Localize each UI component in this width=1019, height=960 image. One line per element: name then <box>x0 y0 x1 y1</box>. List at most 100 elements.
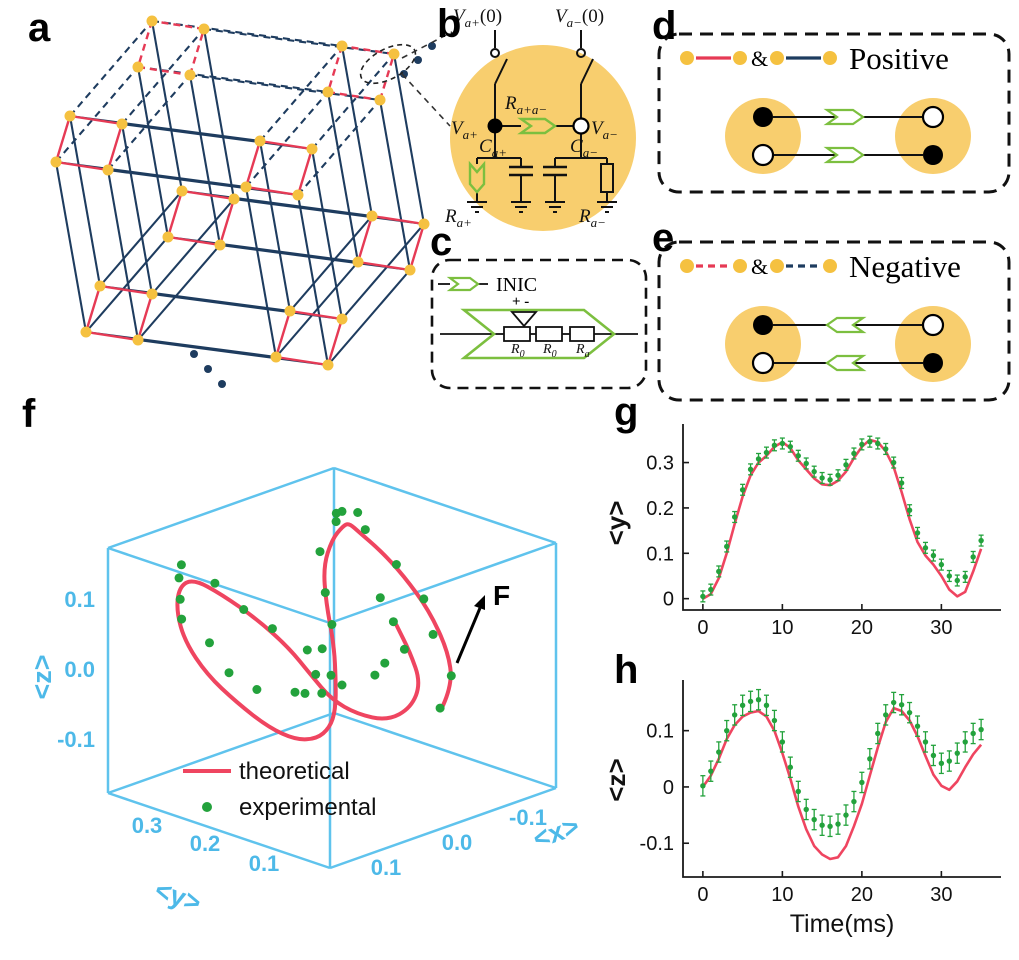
positive-coupling-panel: & Positive <box>657 32 1011 194</box>
svg-text:0: 0 <box>663 777 674 799</box>
svg-text:0: 0 <box>697 617 708 639</box>
inic-resistor-icon <box>468 160 486 194</box>
axes: 0 10 20 30 0 0.1 0.2 0.3 <box>646 424 1001 639</box>
legend: theoretical experimental <box>183 758 376 821</box>
inic-large-icon <box>460 308 617 360</box>
spin-dot-filled <box>753 107 773 127</box>
panel-label-e: e <box>652 216 675 260</box>
force-arrow <box>455 607 482 664</box>
resistor-ra-box <box>569 326 595 342</box>
label-v-aplus: Va+ <box>451 118 478 142</box>
inic-small-icon <box>446 276 480 292</box>
spin-dot-open <box>751 351 775 375</box>
network-edges <box>54 19 426 367</box>
inic-icon-bottom-reversed <box>825 354 867 372</box>
network-diagram <box>50 15 436 388</box>
inic-legend-box: INIC + - R0 R0 Ra <box>430 258 648 390</box>
theoretical-curve <box>175 522 453 742</box>
resistor-box <box>600 163 614 193</box>
label-r0-2: R0 <box>542 342 557 360</box>
spin-dot-filled <box>753 315 773 335</box>
switch-contact-left <box>490 48 500 58</box>
label-r-aminus: Ra− <box>578 206 606 230</box>
inic-legend-label: INIC <box>496 274 537 296</box>
force-arrowhead-icon <box>474 595 485 610</box>
label-v-aminus-0: Va−(0) <box>555 6 604 30</box>
svg-text:0.1: 0.1 <box>646 721 674 743</box>
positive-title: Positive <box>849 41 949 76</box>
panel-label-a: a <box>28 6 51 50</box>
svg-text:10: 10 <box>771 884 793 906</box>
svg-text:0.3: 0.3 <box>646 453 674 475</box>
svg-text:20: 20 <box>851 617 873 639</box>
ampersand: & <box>751 46 768 71</box>
y-axis-label: <y> <box>601 501 631 546</box>
inic-icon-top <box>823 108 865 126</box>
svg-text:0.1: 0.1 <box>646 543 674 565</box>
zoom-connector-lines <box>401 31 453 127</box>
svg-text:10: 10 <box>771 617 793 639</box>
force-label: F <box>493 580 510 611</box>
label-r0-1: R0 <box>510 342 525 360</box>
inic-icon-top-reversed <box>825 316 867 334</box>
spin-dot-open <box>921 313 945 337</box>
svg-text:0: 0 <box>697 884 708 906</box>
z-tick: -0.1 <box>57 727 95 752</box>
coupling-key: & <box>680 254 837 279</box>
ampersand: & <box>751 254 768 279</box>
legend-dot-sample <box>202 802 212 812</box>
panel-label-b: b <box>437 2 462 46</box>
plot-box-3d <box>106 466 558 870</box>
svg-text:0.2: 0.2 <box>646 498 674 520</box>
inic-wires <box>438 283 638 335</box>
theoretical-series <box>702 438 983 600</box>
spin-dot-filled <box>923 145 943 165</box>
inic-icon-bottom <box>823 146 865 164</box>
circuit-wires <box>476 30 608 202</box>
axes: 0 10 20 30 -0.1 0 0.1 <box>640 680 1001 906</box>
svg-text:30: 30 <box>930 884 952 906</box>
legend-experimental-label: experimental <box>239 794 376 821</box>
dashed-frame <box>657 32 1011 194</box>
panel-label-h: h <box>614 648 639 692</box>
experimental-dots <box>174 506 456 713</box>
label-r-aplus: Ra+ <box>444 206 472 230</box>
panel-label-c: c <box>430 220 453 264</box>
y-tick: 0.1 <box>249 851 280 876</box>
dashed-frame <box>430 258 648 390</box>
x-tick: -0.1 <box>509 805 547 830</box>
panel-label-f: f <box>22 392 36 436</box>
z-axis-label: <z> <box>27 654 57 699</box>
spin-dot-open <box>751 143 775 167</box>
circuit-diagram: Va+(0) Va−(0) Va+ Va− Ra+a− Ca+ Ca− Ra+ … <box>444 6 636 231</box>
ground-symbols <box>467 201 617 213</box>
label-v-aplus-0: Va+(0) <box>453 6 502 30</box>
negative-title: Negative <box>849 249 961 284</box>
resistor-r0-box-1 <box>503 326 531 342</box>
z-tick: 0.1 <box>64 587 95 612</box>
label-r-coupling: Ra+a− <box>504 93 547 117</box>
opamp-polarity-label: + - <box>512 294 529 310</box>
panel-label-d: d <box>652 4 677 48</box>
y-axis-label: <z> <box>601 758 631 801</box>
dash-frame <box>657 240 1011 402</box>
switch-contact-right <box>576 48 586 58</box>
y-tick: 0.3 <box>132 813 163 838</box>
spin-dot-open <box>921 105 945 129</box>
y-vs-time-plot: 0 10 20 30 0 0.1 0.2 0.3 <y> <box>601 424 1001 639</box>
x-axis-label: Time(ms) <box>790 910 895 938</box>
inic-coupler-icon <box>517 117 558 135</box>
svg-text:-0.1: -0.1 <box>640 833 674 855</box>
svg-text:30: 30 <box>930 617 952 639</box>
opamp-triangle-icon <box>510 311 538 328</box>
resistor-r0-box-2 <box>535 326 563 342</box>
label-c-aminus: Ca− <box>570 136 598 160</box>
node-a-minus <box>572 117 590 135</box>
trajectory-3d-plot: F 0.1 0.0 -0.1 <z> 0.3 0.2 0.1 <y> 0.1 0… <box>27 466 583 918</box>
node-a-plus <box>487 118 503 134</box>
network-nodes <box>50 15 430 371</box>
negative-coupling-panel: & Negative <box>657 240 1011 402</box>
circuit-background-circle <box>450 45 636 231</box>
